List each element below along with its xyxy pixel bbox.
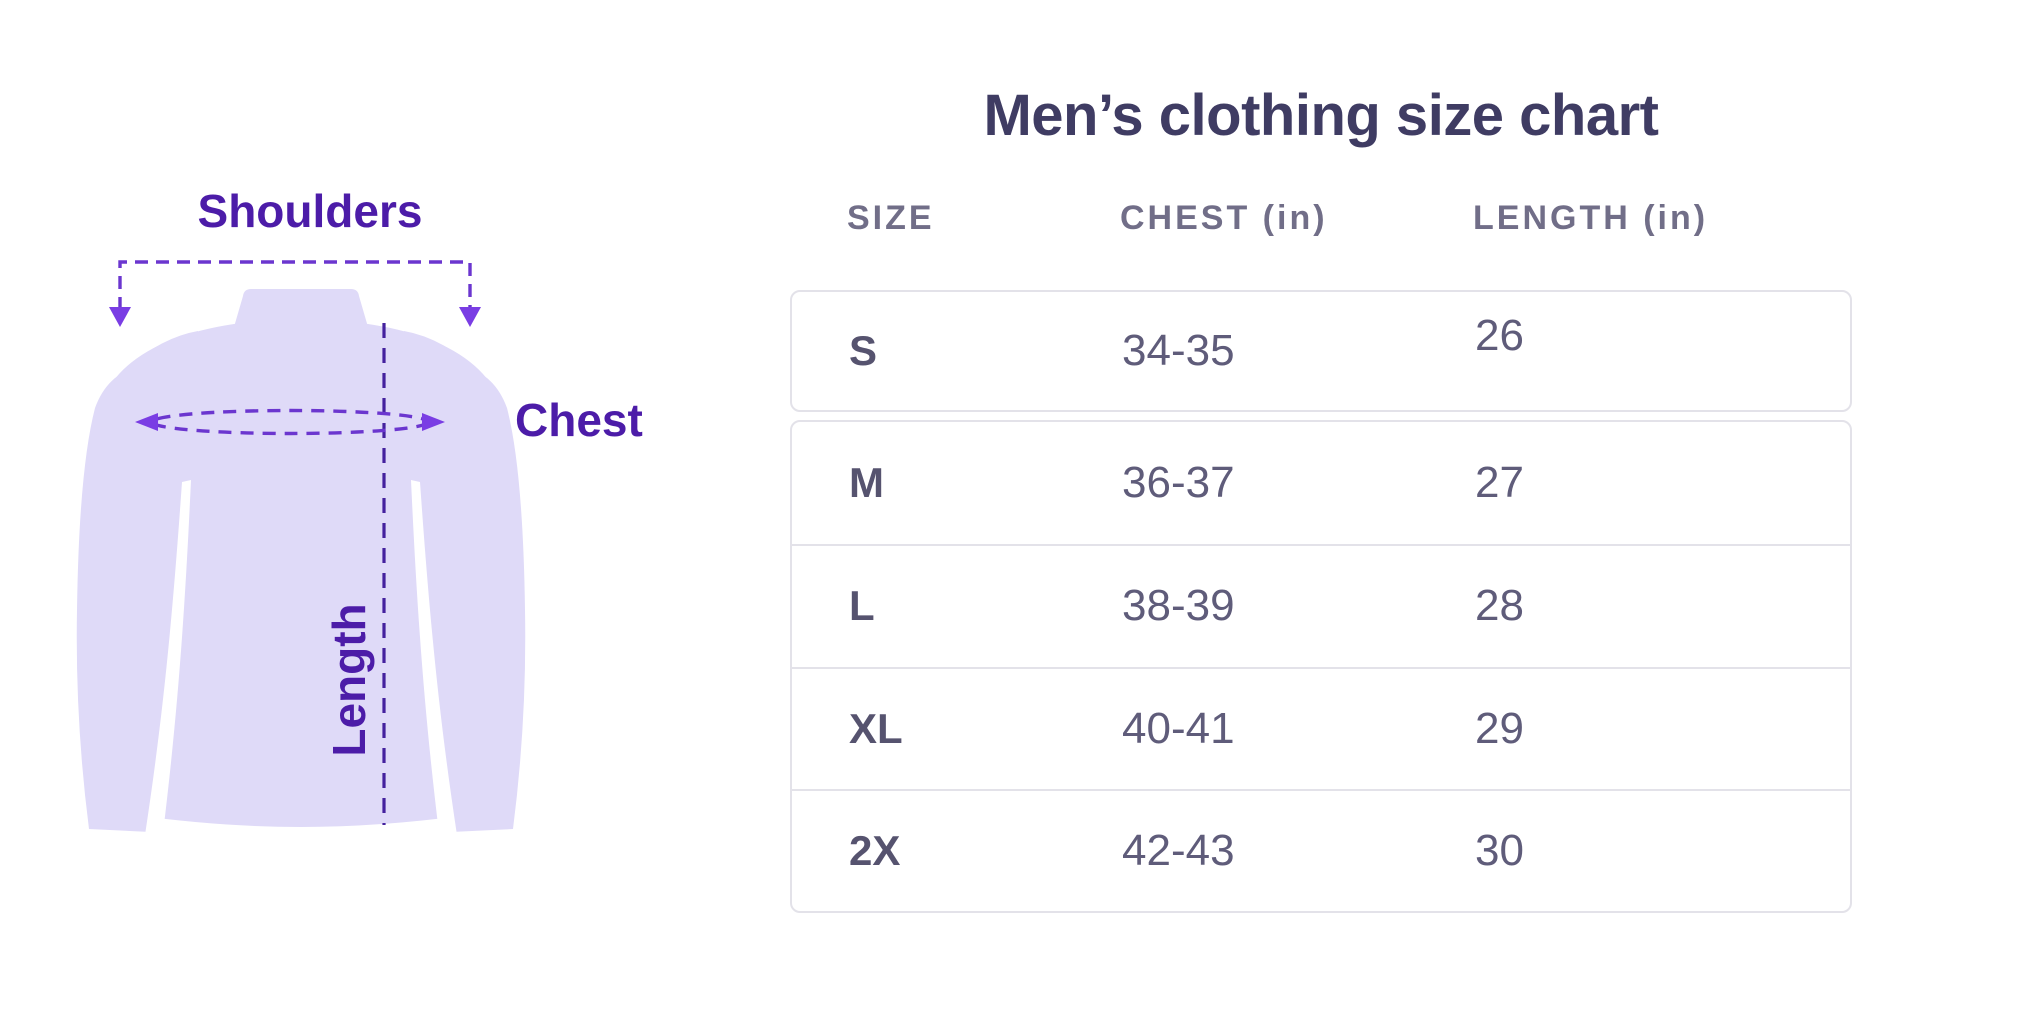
shoulders-arrow-right-icon bbox=[459, 307, 481, 327]
table-row: S 34-35 26 bbox=[792, 292, 1850, 410]
size-cell: L bbox=[849, 582, 875, 630]
table-row: L 38-39 28 bbox=[792, 544, 1850, 666]
chest-label: Chest bbox=[515, 394, 643, 446]
chest-arrow-left-icon bbox=[135, 413, 158, 431]
shirt-collar bbox=[234, 289, 368, 327]
shirt-torso bbox=[98, 318, 504, 827]
left-sleeve-gap bbox=[145, 480, 191, 835]
table-group-first: S 34-35 26 bbox=[790, 290, 1852, 412]
chest-cell: 36-37 bbox=[1122, 458, 1235, 508]
length-cell: 28 bbox=[1475, 581, 1524, 631]
header-size: SIZE bbox=[847, 198, 935, 237]
shoulders-arrow-left-icon bbox=[109, 307, 131, 327]
size-cell: S bbox=[849, 327, 878, 374]
length-cell: 27 bbox=[1475, 458, 1524, 508]
table-row: M 36-37 27 bbox=[792, 422, 1850, 544]
chest-cell: 40-41 bbox=[1122, 703, 1235, 753]
shirt-measurement-diagram: Shoulders Chest Length bbox=[50, 180, 670, 920]
size-chart-title: Men’s clothing size chart bbox=[983, 83, 1659, 148]
chest-cell: 42-43 bbox=[1122, 825, 1235, 875]
size-cell: XL bbox=[849, 704, 903, 752]
table-row: XL 40-41 29 bbox=[792, 666, 1850, 789]
length-cell: 29 bbox=[1475, 703, 1524, 753]
chest-cell: 38-39 bbox=[1122, 581, 1235, 631]
size-chart: Men’s clothing size chart SIZE CHEST (in… bbox=[790, 0, 1852, 1020]
chest-arrow-right-icon bbox=[422, 413, 445, 431]
length-cell: 30 bbox=[1475, 825, 1524, 875]
length-cell: 26 bbox=[1475, 311, 1524, 360]
table-row: 2X 42-43 30 bbox=[792, 788, 1850, 911]
size-cell: M bbox=[849, 459, 884, 507]
header-length: LENGTH (in) bbox=[1473, 198, 1709, 237]
shirt-illustration bbox=[76, 260, 526, 835]
chest-cell: 34-35 bbox=[1122, 326, 1235, 375]
length-label: Length bbox=[323, 603, 375, 757]
shoulders-label: Shoulders bbox=[197, 185, 423, 237]
shoulders-measure-line bbox=[118, 260, 472, 310]
header-chest: CHEST (in) bbox=[1120, 198, 1328, 237]
table-group-rest: M 36-37 27 L 38-39 28 XL 40-41 29 2X 42-… bbox=[790, 420, 1852, 913]
table-header-row: SIZE CHEST (in) LENGTH (in) bbox=[790, 196, 1852, 240]
right-sleeve-gap bbox=[411, 480, 457, 835]
size-cell: 2X bbox=[849, 826, 901, 874]
